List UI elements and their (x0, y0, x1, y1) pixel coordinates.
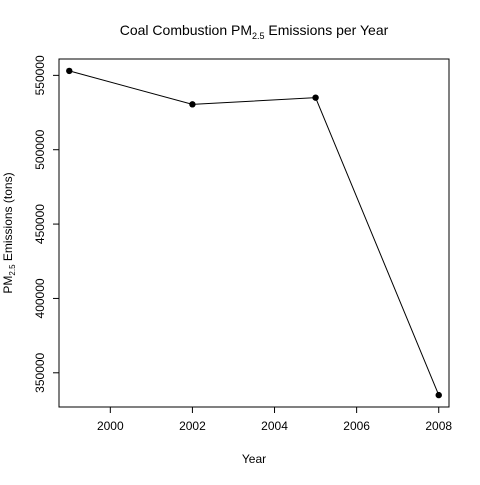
y-axis-label: PM2.5 Emissions (tons) (1, 172, 17, 293)
plot-frame (58, 58, 450, 408)
data-point-1 (189, 101, 196, 108)
y-tick-label-3: 500000 (33, 129, 47, 169)
series-emissions (66, 67, 442, 399)
chart-title-main: Coal Combustion PM (120, 22, 252, 38)
y-axis-label-main: PM (1, 276, 15, 294)
x-tick-label-4: 2008 (425, 419, 452, 433)
y-tick-label-1: 400000 (33, 278, 47, 318)
x-axis: 2000 2002 2004 2006 2008 (97, 407, 452, 433)
series-line (69, 70, 440, 396)
y-axis-label-rest: Emissions (tons) (1, 172, 15, 264)
x-tick-label-3: 2006 (343, 419, 370, 433)
data-point-0 (66, 67, 73, 75)
y-tick-label-2: 450000 (33, 204, 47, 244)
data-point-3 (435, 391, 442, 399)
data-point-2 (312, 94, 319, 101)
x-tick-label-1: 2002 (179, 419, 206, 433)
y-axis-label-subscript: 2.5 (8, 264, 17, 276)
x-axis-label: Year (242, 452, 266, 466)
x-tick-label-0: 2000 (97, 419, 124, 433)
y-tick-label-4: 550000 (33, 55, 47, 95)
y-tick-label-0: 350000 (33, 352, 47, 392)
chart-title: Coal Combustion PM2.5 Emissions per Year (120, 22, 389, 41)
x-tick-label-2: 2004 (261, 419, 288, 433)
y-axis: 350000 400000 450000 500000 550000 (33, 55, 59, 393)
chart-title-rest: Emissions per Year (265, 22, 389, 38)
chart-title-subscript: 2.5 (252, 31, 265, 41)
